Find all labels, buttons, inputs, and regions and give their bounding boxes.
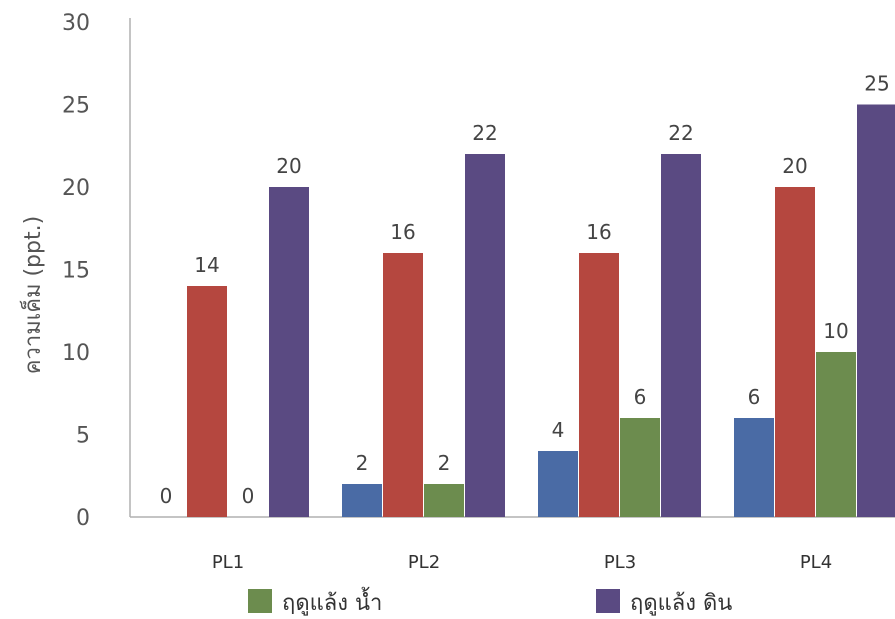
data-label: 25	[864, 72, 889, 96]
legend: ฤดูแล้ง น้ำ ฤดูแล้ง ดิน	[248, 587, 732, 616]
bar	[424, 484, 464, 517]
data-label: 20	[276, 154, 301, 178]
y-tick-label: 5	[76, 424, 90, 449]
bar	[579, 253, 619, 517]
bar	[187, 286, 227, 517]
bar	[734, 418, 774, 517]
y-axis-title: ความเค็ม (ppt.)	[18, 216, 46, 374]
bar	[383, 253, 423, 517]
y-tick-label: 25	[62, 94, 90, 119]
data-label: 2	[356, 451, 369, 475]
bar	[620, 418, 660, 517]
data-label: 20	[782, 154, 807, 178]
bar	[775, 187, 815, 517]
category-labels: PL1 PL2 PL3 PL4	[212, 552, 832, 573]
data-label: 16	[586, 220, 611, 244]
data-label: 22	[668, 121, 693, 145]
bar	[857, 104, 895, 517]
y-tick-label: 10	[62, 341, 90, 366]
bar	[661, 154, 701, 517]
category-label: PL3	[604, 552, 636, 573]
category-label: PL1	[212, 552, 244, 573]
bar	[538, 451, 578, 517]
bars	[187, 104, 895, 517]
category-label: PL2	[408, 552, 440, 573]
bar	[465, 154, 505, 517]
data-label: 14	[194, 253, 219, 277]
data-label: 10	[823, 319, 848, 343]
category-label: PL4	[800, 552, 832, 573]
data-label: 0	[160, 484, 173, 508]
data-label: 2	[438, 451, 451, 475]
y-tick-label: 20	[62, 176, 90, 201]
y-axis-ticks: 0 5 10 15 20 25 30	[62, 11, 90, 531]
data-label: 16	[390, 220, 415, 244]
bar	[816, 352, 856, 517]
data-label: 4	[552, 418, 565, 442]
y-tick-label: 30	[62, 11, 90, 36]
bar	[342, 484, 382, 517]
data-label: 6	[634, 385, 647, 409]
y-tick-label: 0	[76, 506, 90, 531]
legend-label: ฤดูแล้ง น้ำ	[282, 587, 382, 616]
data-label: 6	[748, 385, 761, 409]
data-label: 0	[242, 484, 255, 508]
legend-swatch	[596, 589, 620, 613]
legend-swatch	[248, 589, 272, 613]
data-label: 22	[472, 121, 497, 145]
y-tick-label: 15	[62, 259, 90, 284]
bar	[269, 187, 309, 517]
legend-label: ฤดูแล้ง ดิน	[630, 591, 732, 616]
